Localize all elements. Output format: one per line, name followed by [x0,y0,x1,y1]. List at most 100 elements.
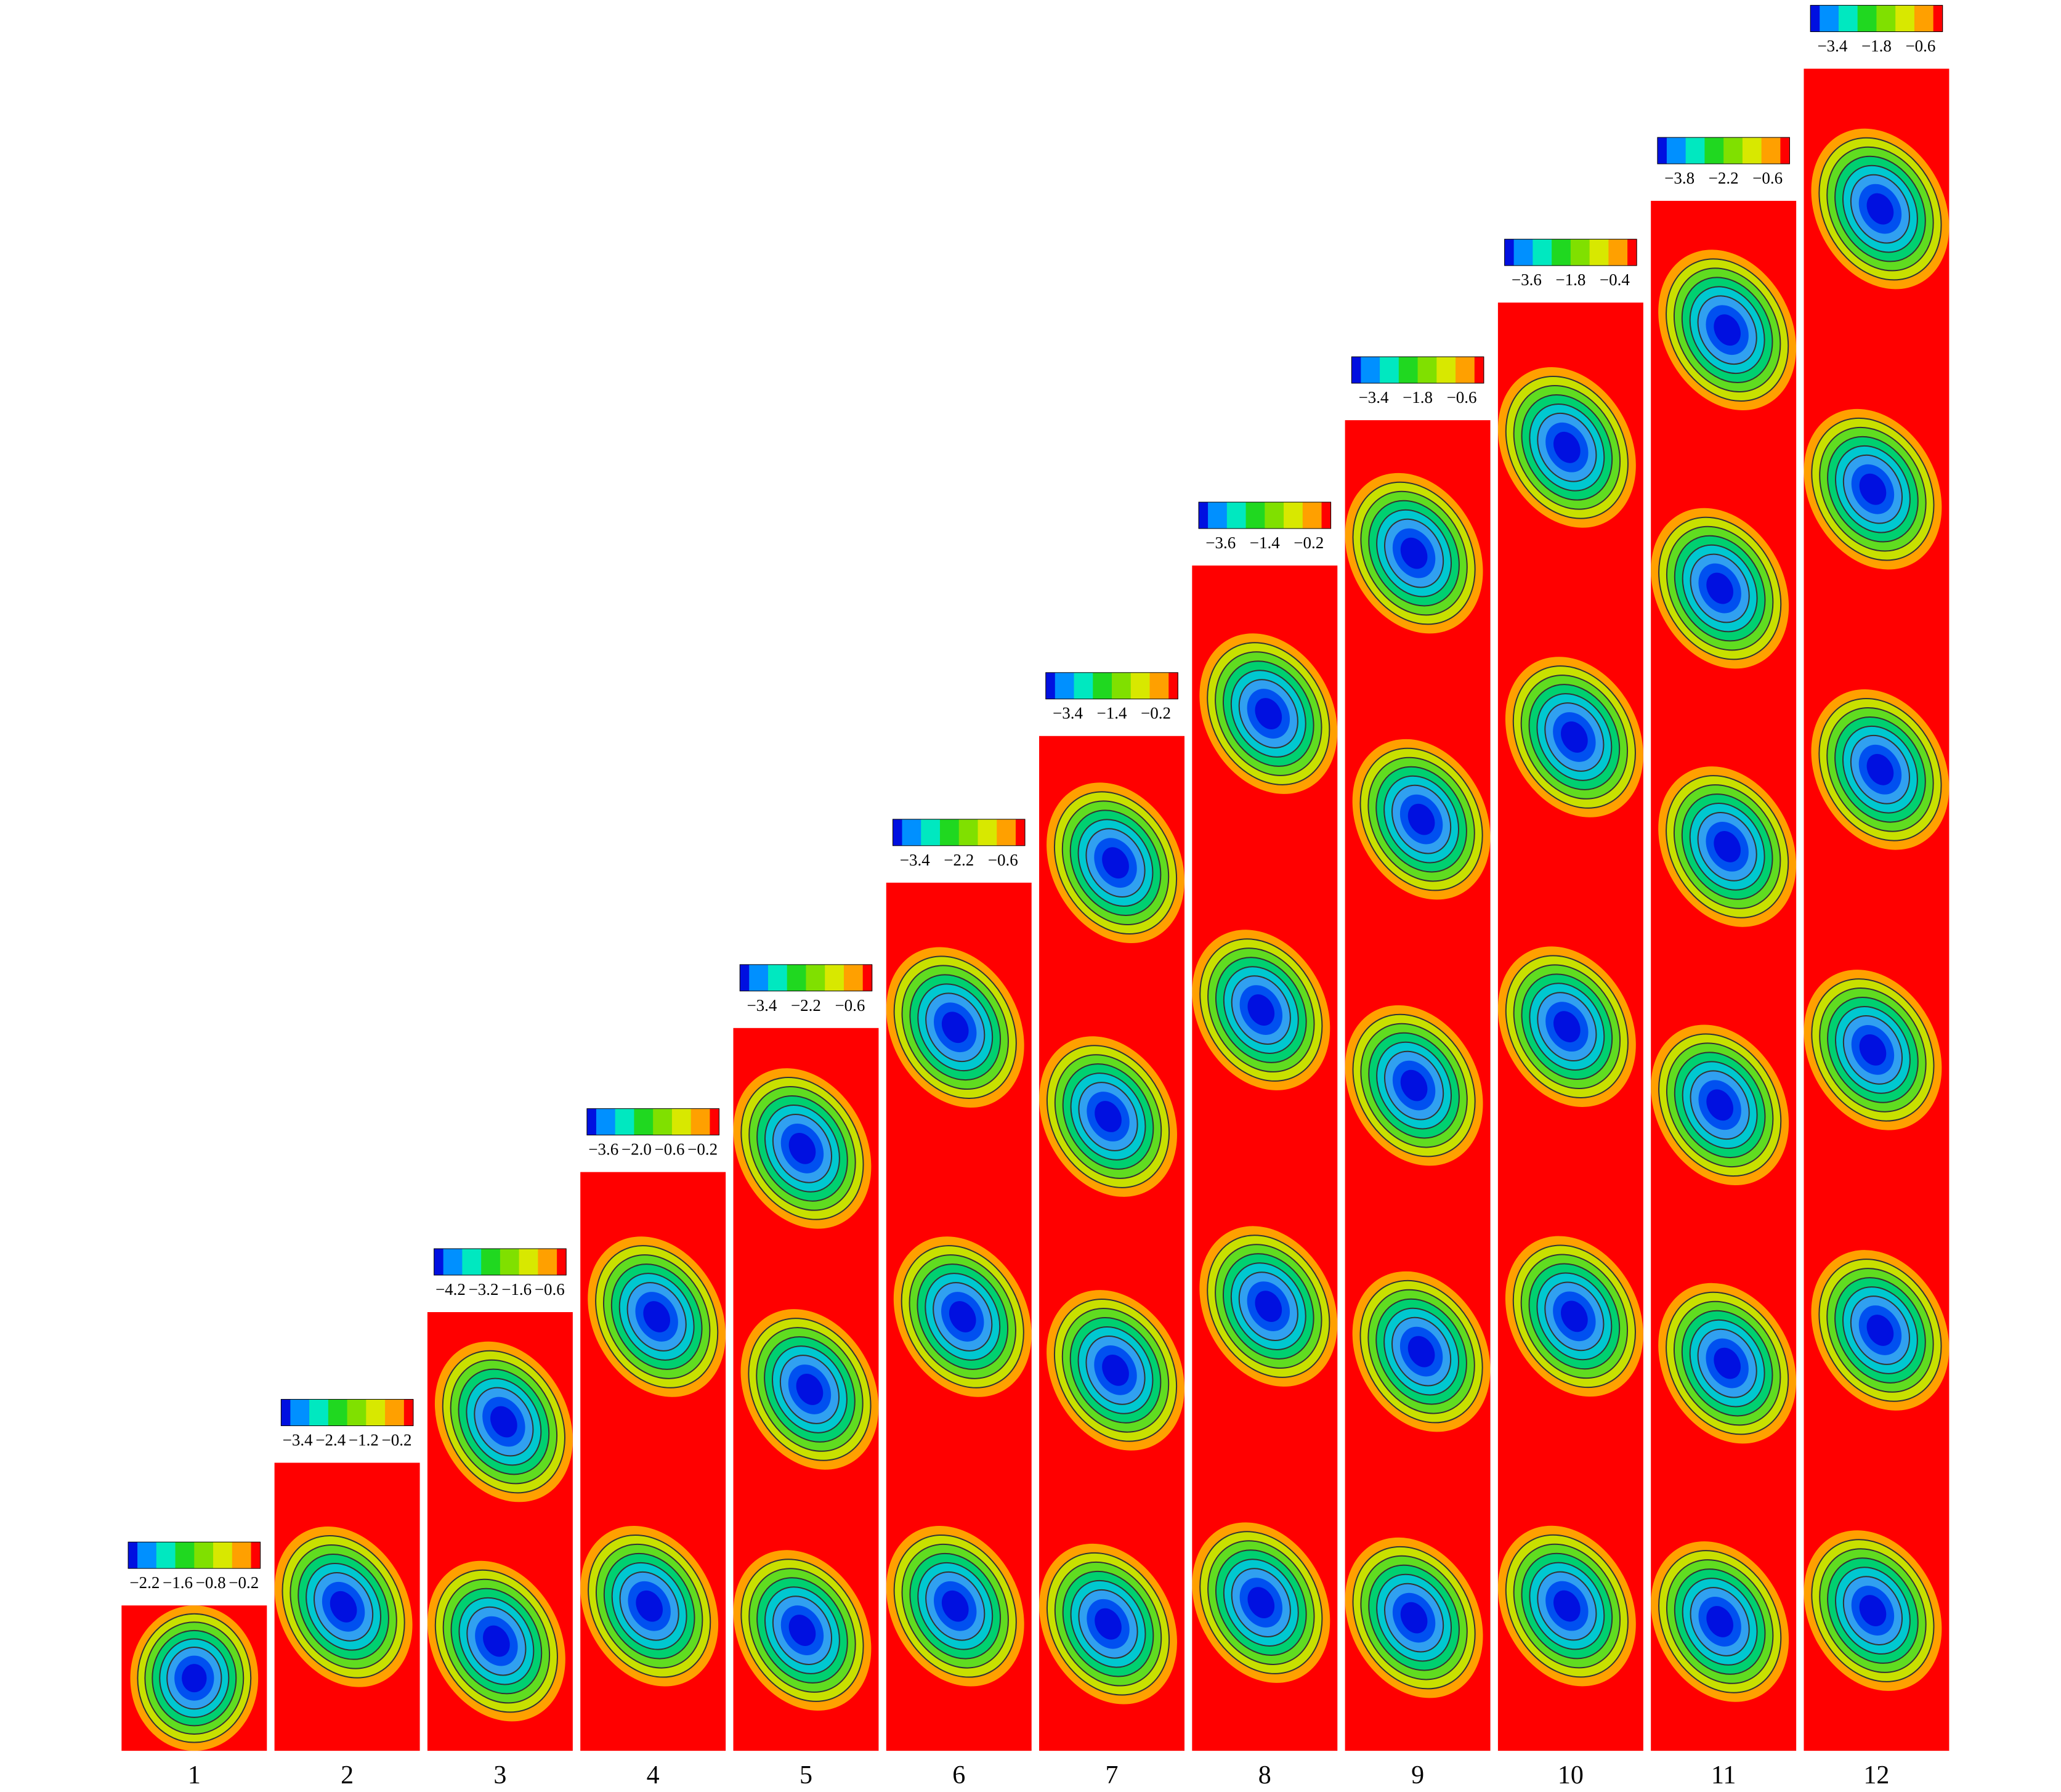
colorbar-segment [690,1108,710,1135]
panel: −3.8 −2.2 −0.6 11 [1651,137,1797,1790]
panel-label: 5 [800,1761,812,1789]
panel: −3.6 −1.4 −0.2 8 [1192,501,1338,1790]
colorbar-label: −0.6 [1447,388,1477,407]
colorbar-segment [1876,5,1896,32]
colorbar-segment [137,1542,157,1569]
colorbar-segment [958,819,978,846]
contour-level [483,1625,510,1657]
colorbar-segment [787,964,806,991]
colorbar-segment [740,964,750,991]
colorbar-segment [843,964,864,991]
contour-level [1400,1602,1428,1634]
colorbar-segment [1895,5,1915,32]
colorbar-segment [825,964,844,991]
colorbar-segment [1265,502,1284,529]
contour-level [1407,803,1435,835]
colorbar-segment [1933,5,1943,32]
contour-level [1859,1595,1887,1626]
colorbar-segment [213,1542,233,1569]
colorbar-segment [443,1249,463,1275]
colorbar-segment [309,1399,329,1426]
colorbar-segment [194,1542,214,1569]
colorbar-segment [1208,502,1228,529]
colorbar-label: −2.2 [1709,169,1739,187]
colorbar-label: −0.6 [535,1280,565,1299]
colorbar-label: −0.6 [1752,169,1783,187]
colorbar-segment [1284,502,1303,529]
colorbar-segment [366,1399,386,1426]
panel: −3.4 −1.8 −0.6 12 [1804,5,1950,1790]
colorbar-segment [462,1249,482,1275]
colorbar-label: −1.8 [1861,36,1892,55]
colorbar-label: −0.2 [382,1430,412,1449]
colorbar: −3.8 −2.2 −0.6 [1657,137,1790,187]
colorbar-label: −1.4 [1250,533,1280,552]
vortices [274,1526,413,1687]
colorbar-segment [939,819,960,846]
contour-level [949,1301,976,1332]
colorbar-label: −0.2 [1294,533,1324,552]
contour-level [1247,994,1275,1026]
colorbar-frame [280,1399,414,1426]
contour-level [1866,1315,1894,1346]
colorbar-segment [1417,357,1437,384]
contour-level [490,1406,517,1438]
colorbar-segment [1168,672,1178,699]
colorbar-segment [1436,357,1456,384]
colorbar-segment [290,1399,310,1426]
panel-label: 12 [1863,1761,1889,1789]
contour-background [1804,68,1950,1751]
colorbar-segment [978,819,997,846]
panel-label: 9 [1411,1761,1424,1789]
panel: −4.2 −3.2 −1.6 −0.6 3 [427,1248,573,1790]
colorbar-label: −0.8 [196,1573,226,1592]
colorbar-label: −3.6 [588,1140,618,1159]
colorbar: −3.4 −1.8 −0.6 [1810,5,1943,55]
colorbar-segment [175,1542,195,1569]
contour-level [1706,572,1733,604]
contour-level [788,1615,816,1646]
colorbar-segment [128,1542,138,1569]
colorbar-segment [862,964,873,991]
contour-level [1859,1034,1887,1066]
colorbar-segment [1513,239,1533,266]
colorbar-frame [1657,137,1790,164]
colorbar-segment [232,1542,252,1569]
colorbar-label: −1.6 [163,1573,193,1592]
panel-label: 3 [493,1761,506,1789]
colorbar-label: −2.2 [129,1573,160,1592]
colorbar-segment [1723,137,1743,164]
colorbar-segment [1533,239,1552,266]
colorbar-segment [156,1542,176,1569]
colorbar-label: −0.6 [1905,36,1935,55]
colorbar-segment [251,1542,261,1569]
colorbar-segment [1589,239,1609,266]
colorbar-label: −0.2 [1141,704,1171,723]
contour-level [941,1012,969,1044]
vortices [1345,472,1491,1698]
colorbar-segment [1045,672,1056,699]
contour-level [1866,193,1894,225]
colorbar-label: −3.8 [1664,169,1695,187]
colorbar-segment [403,1399,414,1426]
contour-background [1651,201,1797,1751]
colorbar-label: −1.6 [501,1280,532,1299]
panel: −2.2 −1.6 −0.8 −0.2 1 [121,1541,267,1790]
colorbar-segment [1504,239,1515,266]
colorbar-frame [128,1541,261,1569]
panel-label: 4 [647,1761,660,1789]
colorbar-label: −2.2 [791,996,821,1015]
colorbar-segment [893,819,902,846]
colorbar-segment [710,1108,719,1135]
colorbar-segment [1914,5,1934,32]
colorbar-segment [538,1249,557,1275]
colorbar: −3.4 −2.2 −0.6 [739,964,873,1015]
colorbar-segment [1810,5,1820,32]
colorbar-label: −2.0 [622,1140,652,1159]
colorbar-segment [1838,5,1858,32]
contour-level [1400,1069,1428,1101]
colorbar-segment [500,1249,520,1275]
colorbar-label: −3.6 [1512,270,1542,289]
colorbar-segment [434,1249,444,1275]
colorbar-label: −2.4 [315,1430,346,1449]
